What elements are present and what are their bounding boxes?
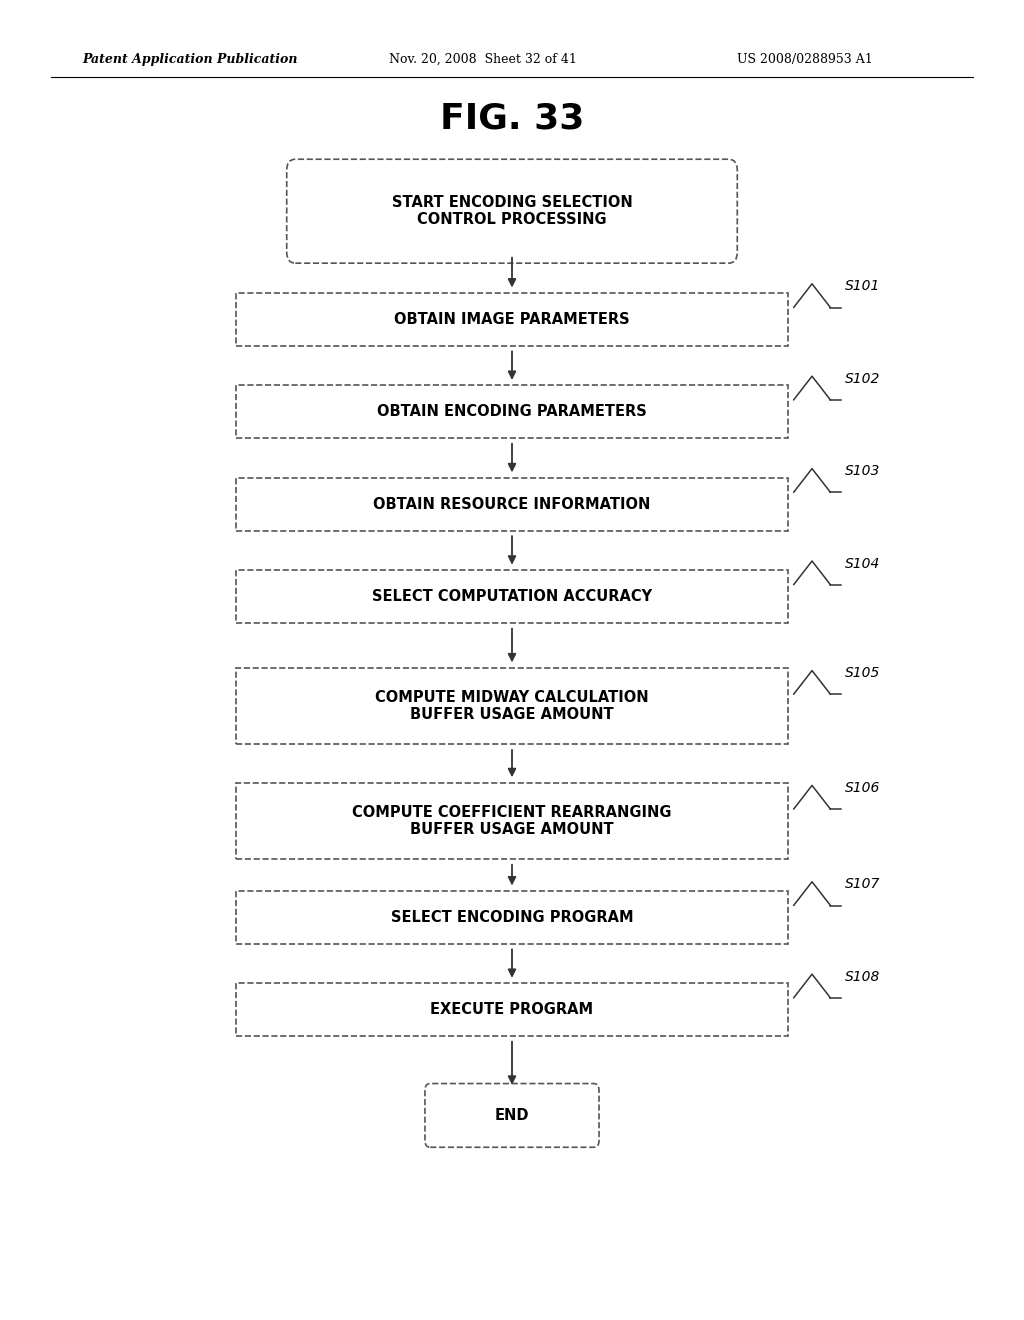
Text: COMPUTE MIDWAY CALCULATION
BUFFER USAGE AMOUNT: COMPUTE MIDWAY CALCULATION BUFFER USAGE …: [375, 690, 649, 722]
Bar: [236, 983, 788, 1036]
Text: SELECT COMPUTATION ACCURACY: SELECT COMPUTATION ACCURACY: [372, 589, 652, 605]
Text: END: END: [495, 1107, 529, 1123]
Text: S104: S104: [845, 557, 881, 570]
Text: S101: S101: [845, 280, 881, 293]
Text: S102: S102: [845, 372, 881, 385]
Text: S107: S107: [845, 878, 881, 891]
Text: Patent Application Publication: Patent Application Publication: [82, 53, 297, 66]
Bar: [236, 570, 788, 623]
Text: S106: S106: [845, 781, 881, 795]
Text: SELECT ENCODING PROGRAM: SELECT ENCODING PROGRAM: [391, 909, 633, 925]
Text: Nov. 20, 2008  Sheet 32 of 41: Nov. 20, 2008 Sheet 32 of 41: [389, 53, 577, 66]
FancyBboxPatch shape: [287, 160, 737, 263]
Text: S103: S103: [845, 465, 881, 478]
Text: OBTAIN RESOURCE INFORMATION: OBTAIN RESOURCE INFORMATION: [374, 496, 650, 512]
Bar: [236, 385, 788, 438]
Text: OBTAIN IMAGE PARAMETERS: OBTAIN IMAGE PARAMETERS: [394, 312, 630, 327]
Text: COMPUTE COEFFICIENT REARRANGING
BUFFER USAGE AMOUNT: COMPUTE COEFFICIENT REARRANGING BUFFER U…: [352, 805, 672, 837]
Text: EXECUTE PROGRAM: EXECUTE PROGRAM: [430, 1002, 594, 1018]
Text: US 2008/0288953 A1: US 2008/0288953 A1: [737, 53, 873, 66]
Bar: [236, 478, 788, 531]
Text: S105: S105: [845, 667, 881, 680]
Bar: [236, 293, 788, 346]
Text: S108: S108: [845, 970, 881, 983]
Text: OBTAIN ENCODING PARAMETERS: OBTAIN ENCODING PARAMETERS: [377, 404, 647, 420]
Text: START ENCODING SELECTION
CONTROL PROCESSING: START ENCODING SELECTION CONTROL PROCESS…: [391, 195, 633, 227]
Bar: [236, 668, 788, 744]
Text: FIG. 33: FIG. 33: [440, 102, 584, 136]
FancyBboxPatch shape: [425, 1084, 599, 1147]
Bar: [236, 891, 788, 944]
Bar: [236, 783, 788, 859]
